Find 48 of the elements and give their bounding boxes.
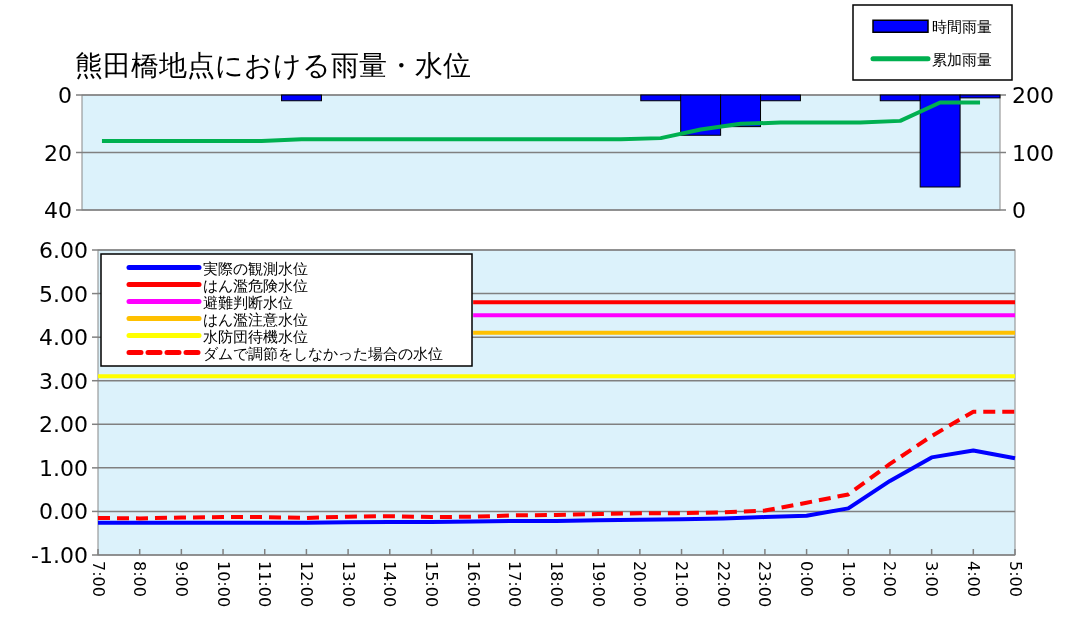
y-tick-label: 4.00: [39, 325, 88, 351]
x-tick-label: 23:00: [755, 561, 775, 608]
x-tick-label: 11:00: [255, 561, 275, 608]
line-series: [99, 100, 983, 143]
legend-label: ダムで調節をしなかった場合の水位: [203, 344, 443, 363]
legend-label: 水防団待機水位: [203, 327, 308, 346]
x-tick-label: 17:00: [505, 561, 525, 608]
x-tick-label: 7:00: [88, 561, 108, 597]
y2-tick-label: 100: [1012, 140, 1054, 166]
legend-label: 累加雨量: [932, 50, 992, 69]
chart-title: 熊田橋地点における雨量・水位: [75, 49, 471, 82]
x-tick-label: 18:00: [547, 561, 566, 608]
x-tick-label: 1:00: [838, 561, 858, 597]
y-tick-label: 0: [58, 83, 72, 108]
y-tick-label: 3.00: [39, 368, 88, 394]
y-tick-label: 0.00: [39, 499, 88, 525]
y-tick-label: 6.00: [39, 238, 88, 263]
x-tick-label: 5:00: [1005, 561, 1025, 597]
x-tick-label: 9:00: [171, 561, 191, 597]
y2-tick-label: 0: [1012, 198, 1026, 223]
legend-label: 避難判断水位: [203, 293, 293, 312]
x-tick-label: 22:00: [713, 561, 733, 608]
legend-label: はん濫注意水位: [203, 310, 308, 329]
x-tick-label: 10:00: [213, 561, 233, 608]
x-tick-label: 12:00: [296, 561, 316, 608]
y-tick-label: 40: [44, 198, 72, 223]
x-tick-label: 16:00: [463, 561, 483, 608]
legend-label: はん濫危険水位: [203, 276, 308, 295]
x-tick-label: 20:00: [630, 561, 650, 608]
x-tick-label: 0:00: [797, 561, 817, 597]
y-tick-label: -1.00: [31, 543, 88, 568]
y-tick-label: 5.00: [39, 281, 88, 307]
y-tick-label: 2.00: [39, 412, 88, 438]
y-tick-label: 20: [44, 140, 72, 166]
x-tick-label: 8:00: [130, 561, 150, 597]
legend-label: 実際の観測水位: [203, 259, 308, 278]
y2-tick-label: 200: [1012, 83, 1054, 108]
x-tick-label: 2:00: [880, 561, 900, 597]
x-tick-label: 14:00: [380, 561, 400, 608]
y-tick-label: 1.00: [39, 455, 88, 481]
x-tick-label: 13:00: [338, 561, 358, 608]
x-tick-label: 4:00: [963, 561, 983, 597]
x-tick-label: 15:00: [421, 561, 441, 608]
legend-label: 時間雨量: [932, 18, 992, 37]
x-tick-label: 3:00: [922, 561, 942, 597]
x-tick-label: 21:00: [672, 561, 692, 608]
bar: [281, 94, 322, 102]
x-tick-label: 19:00: [588, 561, 608, 608]
